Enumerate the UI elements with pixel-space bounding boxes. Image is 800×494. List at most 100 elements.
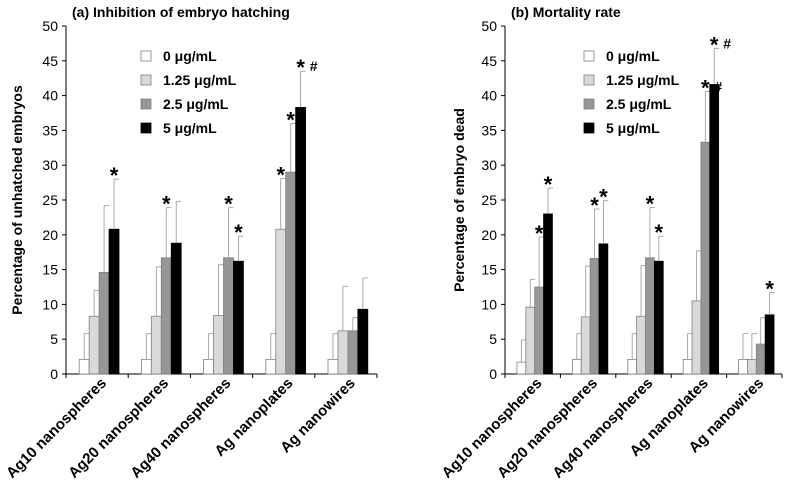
bar — [764, 314, 775, 375]
legend-swatch — [140, 98, 152, 110]
y-tick-label: 20 — [481, 227, 497, 243]
significance-star: * — [224, 192, 233, 217]
y-tick-label: 45 — [481, 53, 497, 69]
legend-label: 1.25 μg/mL — [163, 72, 237, 88]
bar — [150, 315, 162, 375]
legend-swatch — [140, 74, 152, 86]
y-tick-label: 0 — [489, 366, 497, 382]
bar — [295, 107, 307, 375]
legend-label: 1.25 μg/mL — [606, 72, 680, 88]
x-tick-label: Ag20 nanospheres — [494, 375, 601, 482]
significance-star: * — [701, 75, 710, 100]
y-tick-label: 45 — [42, 53, 58, 69]
bar — [700, 141, 711, 375]
x-tick-label: Ag10 nanospheres — [3, 375, 110, 482]
y-tick-label: 5 — [50, 331, 58, 347]
x-tick-label: Ag10 nanospheres — [439, 375, 546, 482]
bar — [747, 358, 757, 375]
significance-star: * — [162, 192, 171, 217]
bar — [223, 257, 234, 375]
bar — [78, 358, 90, 375]
bar — [347, 330, 359, 375]
y-tick-label: 40 — [42, 88, 58, 104]
y-tick-label: 5 — [489, 331, 497, 347]
y-tick-label: 20 — [42, 227, 58, 243]
legend-swatch — [140, 122, 152, 134]
bar — [738, 358, 748, 375]
legend-label: 2.5 μg/mL — [606, 96, 672, 112]
y-axis-label: Percentage of embryo dead — [451, 108, 467, 292]
panel-b: (b) Mortality rate Percentage of embryo d… — [439, 4, 783, 482]
bar — [709, 84, 720, 375]
legend-swatch — [583, 50, 595, 62]
bar — [627, 358, 638, 375]
significance-star: * — [535, 221, 544, 246]
significance-star: * — [646, 192, 655, 217]
y-tick-label: 35 — [42, 122, 58, 138]
chart-title: (a) Inhibition of embryo hatching — [72, 4, 290, 20]
bar — [160, 257, 172, 375]
significance-star: * — [590, 193, 599, 218]
legend-swatch — [140, 50, 152, 62]
panel-a: (a) Inhibition of embryo hatching Percent… — [3, 4, 378, 482]
bar — [534, 286, 544, 375]
significance-star: * — [765, 277, 774, 302]
bar — [636, 315, 646, 375]
significance-star: * — [655, 220, 664, 245]
significance-star: * — [286, 107, 295, 132]
bar — [327, 358, 339, 375]
bar — [170, 242, 182, 375]
y-tick-label: 10 — [481, 296, 497, 312]
bar — [265, 358, 277, 375]
legend-label: 5 μg/mL — [163, 120, 217, 136]
bar — [203, 358, 214, 375]
y-tick-label: 15 — [42, 262, 58, 278]
bar — [275, 228, 287, 375]
bar — [516, 361, 527, 375]
significance-star: * — [296, 55, 305, 80]
y-tick-label: 30 — [481, 157, 497, 173]
bar — [580, 316, 591, 375]
bar — [571, 358, 582, 375]
bar — [357, 308, 369, 375]
y-tick-label: 50 — [481, 18, 497, 34]
bar — [525, 306, 536, 375]
y-tick-label: 25 — [481, 192, 497, 208]
y-tick-label: 40 — [481, 88, 497, 104]
significance-hash: # — [310, 58, 318, 74]
bar — [755, 343, 766, 375]
bar — [682, 358, 693, 375]
bar — [691, 300, 702, 375]
bar — [88, 315, 100, 375]
significance-star: * — [234, 220, 243, 245]
legend-swatch — [583, 122, 595, 134]
bar — [213, 315, 224, 375]
y-tick-label: 10 — [42, 296, 58, 312]
bar — [543, 213, 553, 375]
y-axis-label: Percentage of unhatched embryos — [9, 85, 25, 315]
x-tick-label: Ag40 nanospheres — [549, 375, 656, 482]
bar — [598, 243, 609, 375]
chart-title: (b) Mortality rate — [511, 4, 621, 20]
legend-swatch — [583, 98, 595, 110]
bar — [285, 171, 297, 375]
legend-swatch — [583, 74, 595, 86]
y-tick-label: 50 — [42, 18, 58, 34]
legend-label: 5 μg/mL — [606, 120, 660, 136]
legend-label: 0 μg/mL — [163, 48, 217, 64]
y-tick-label: 0 — [50, 366, 58, 382]
bar — [108, 228, 120, 375]
y-tick-label: 25 — [42, 192, 58, 208]
bar — [589, 258, 600, 375]
bar — [645, 257, 655, 375]
significance-star: * — [110, 163, 119, 188]
legend-label: 0 μg/mL — [606, 48, 660, 64]
bar — [337, 330, 349, 375]
significance-star: * — [276, 162, 285, 187]
significance-star: * — [544, 172, 553, 197]
y-tick-label: 35 — [481, 122, 497, 138]
significance-star: * — [710, 32, 719, 57]
significance-star: * — [599, 185, 608, 210]
significance-hash: # — [723, 35, 731, 51]
